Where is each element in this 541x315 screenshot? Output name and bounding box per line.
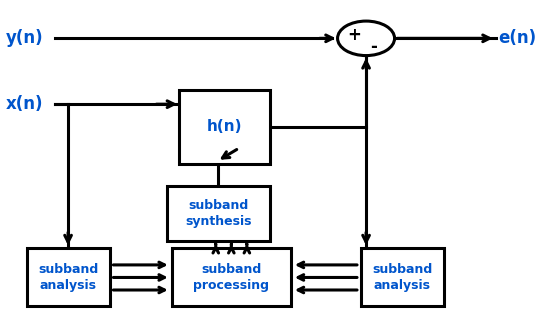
Text: subband
analysis: subband analysis: [372, 263, 432, 292]
Text: y(n): y(n): [6, 29, 43, 47]
Bar: [180, 90, 270, 164]
Text: e(n): e(n): [498, 29, 536, 47]
Text: x(n): x(n): [6, 95, 43, 113]
Circle shape: [338, 21, 394, 55]
Text: subband
analysis: subband analysis: [38, 263, 98, 292]
Bar: [171, 249, 291, 306]
Text: h(n): h(n): [207, 119, 242, 135]
Text: -: -: [370, 38, 377, 56]
Bar: [361, 249, 444, 306]
Text: subband
synthesis: subband synthesis: [185, 199, 252, 228]
Text: subband
processing: subband processing: [193, 263, 269, 292]
Bar: [27, 249, 109, 306]
Bar: [167, 186, 270, 241]
Text: +: +: [347, 26, 361, 44]
